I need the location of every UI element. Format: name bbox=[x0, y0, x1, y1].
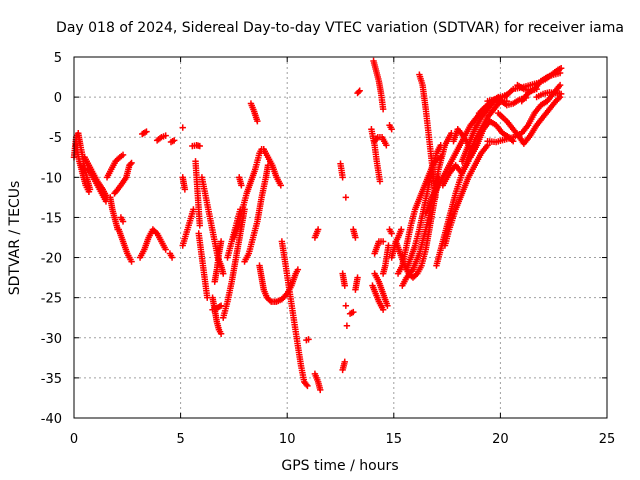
data-point bbox=[437, 142, 444, 149]
tick-layer: 0 5 10 15 20 25 5 0 -5 -10 -15 -20 -25 -30 -35 -40 bbox=[41, 51, 616, 447]
y-tick-label: -25 bbox=[41, 292, 62, 307]
data-point bbox=[314, 226, 322, 233]
data-point bbox=[238, 182, 245, 189]
data-point bbox=[379, 105, 387, 113]
data-point bbox=[373, 135, 380, 142]
data-point bbox=[128, 159, 135, 167]
data-point bbox=[495, 93, 502, 101]
data-point bbox=[384, 302, 391, 309]
data-point bbox=[556, 81, 564, 89]
y-tick-label: -5 bbox=[49, 131, 62, 146]
y-tick-label: -15 bbox=[41, 211, 62, 226]
data-point bbox=[181, 186, 189, 193]
data-point bbox=[196, 222, 203, 229]
data-point bbox=[341, 358, 348, 366]
data-point bbox=[556, 69, 564, 77]
y-tick-label: -40 bbox=[41, 412, 62, 427]
data-point bbox=[356, 87, 363, 94]
data-point bbox=[162, 132, 169, 139]
marker-layer bbox=[70, 57, 565, 394]
data-point bbox=[342, 194, 350, 201]
data-point bbox=[341, 282, 348, 289]
data-point bbox=[354, 274, 361, 281]
data-point bbox=[376, 178, 384, 185]
data-point bbox=[85, 188, 93, 195]
data-point bbox=[343, 322, 351, 329]
y-axis-label: SDTVAR / TECUs bbox=[7, 181, 23, 296]
data-point bbox=[143, 128, 150, 135]
data-point bbox=[339, 174, 346, 181]
x-axis-label: GPS time / hours bbox=[281, 458, 398, 474]
data-point bbox=[350, 308, 357, 316]
data-point bbox=[352, 234, 359, 241]
data-point bbox=[162, 246, 169, 253]
data-point bbox=[388, 230, 395, 237]
data-point bbox=[383, 142, 390, 149]
data-point bbox=[388, 126, 395, 133]
y-tick-label: -35 bbox=[41, 372, 62, 387]
y-tick-label: -20 bbox=[41, 252, 62, 267]
data-point bbox=[128, 258, 135, 265]
data-point bbox=[220, 270, 227, 277]
data-point bbox=[196, 142, 203, 150]
chart-title: Day 018 of 2024, Sidereal Day-to-day VTE… bbox=[56, 20, 624, 36]
y-tick-label: -30 bbox=[41, 332, 62, 347]
grid-layer bbox=[74, 57, 607, 418]
data-point bbox=[471, 138, 479, 145]
data-point bbox=[119, 218, 127, 225]
data-point bbox=[179, 124, 186, 131]
data-point bbox=[533, 85, 540, 93]
plot-frame bbox=[73, 56, 608, 419]
data-point bbox=[119, 151, 127, 159]
data-point bbox=[254, 117, 261, 125]
x-tick-label: 20 bbox=[492, 432, 509, 447]
data-point bbox=[437, 154, 444, 161]
data-point bbox=[113, 187, 120, 194]
data-point bbox=[557, 90, 565, 98]
data-point bbox=[379, 238, 387, 245]
y-tick-label: -10 bbox=[41, 171, 62, 186]
data-point bbox=[294, 266, 302, 273]
x-tick-label: 15 bbox=[386, 432, 403, 447]
data-point bbox=[385, 242, 392, 249]
data-point bbox=[342, 302, 350, 309]
x-tick-label: 0 bbox=[70, 432, 78, 447]
data-point bbox=[355, 88, 362, 96]
y-tick-label: 0 bbox=[54, 91, 62, 106]
data-point bbox=[277, 182, 285, 189]
data-point bbox=[304, 382, 311, 390]
data-point bbox=[171, 137, 178, 144]
x-tick-label: 25 bbox=[599, 432, 616, 447]
data-point bbox=[557, 65, 565, 72]
data-point bbox=[305, 336, 312, 343]
data-point bbox=[168, 254, 176, 261]
data-point bbox=[127, 160, 134, 168]
y-tick-label: 5 bbox=[54, 51, 62, 66]
data-point bbox=[303, 381, 310, 388]
x-tick-label: 5 bbox=[176, 432, 184, 447]
data-point bbox=[398, 226, 405, 233]
data-point bbox=[467, 146, 474, 153]
x-tick-label: 10 bbox=[279, 432, 296, 447]
data-point bbox=[217, 238, 225, 245]
data-point bbox=[379, 306, 387, 313]
data-point bbox=[317, 386, 324, 394]
data-point bbox=[217, 330, 225, 337]
